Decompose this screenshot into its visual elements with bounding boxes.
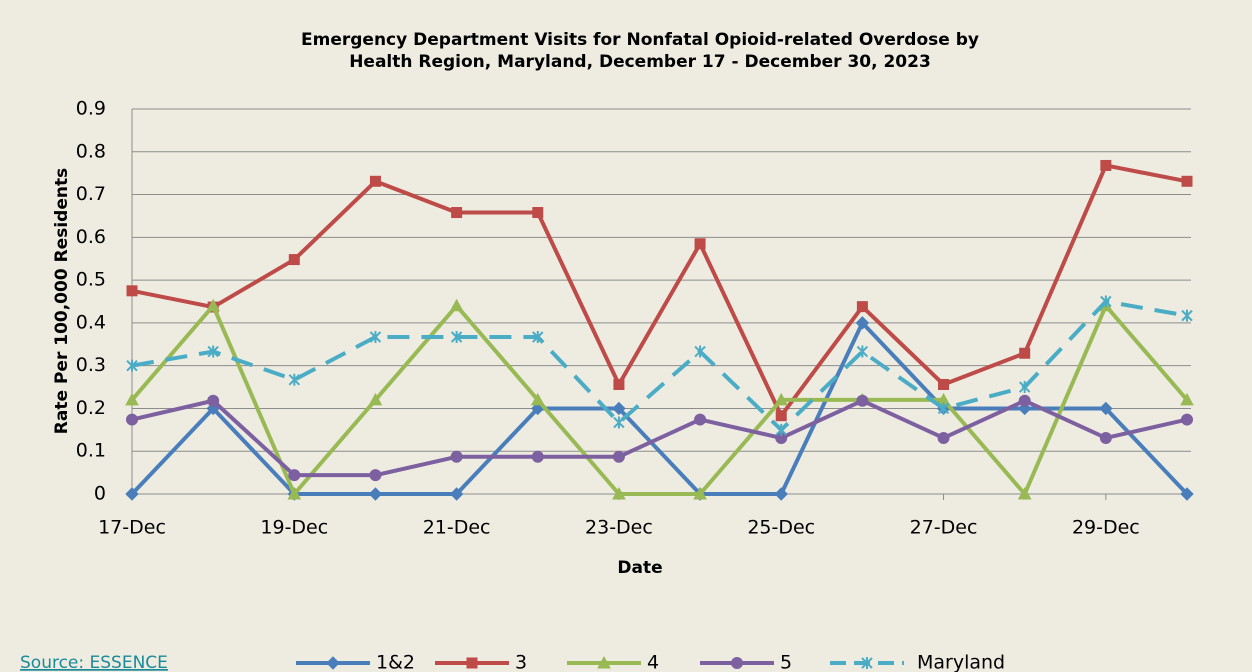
data-point [288, 254, 300, 266]
data-point [1019, 347, 1031, 359]
data-point [531, 450, 544, 463]
data-point [451, 207, 463, 219]
x-tick-label: 19-Dec [260, 517, 328, 539]
data-point [1018, 381, 1031, 394]
legend-label: Maryland [917, 652, 1005, 672]
data-point [288, 373, 301, 386]
series-line [131, 163, 1188, 418]
data-point [369, 469, 382, 482]
data-point [613, 378, 625, 390]
data-point [126, 359, 138, 372]
data-point [532, 207, 544, 219]
data-point [938, 378, 950, 390]
data-point [1017, 486, 1032, 500]
data-point [1180, 392, 1194, 406]
data-point [856, 301, 868, 313]
data-point [856, 345, 869, 358]
data-point [612, 486, 626, 500]
data-point [775, 423, 787, 436]
data-point [1018, 394, 1031, 407]
data-point [287, 486, 302, 500]
y-tick-label: 0.7 [76, 183, 106, 205]
data-point [1181, 413, 1193, 426]
y-axis-label: Rate Per 100,000 Residents [52, 168, 72, 434]
data-point [1181, 309, 1193, 322]
y-tick-label: 0.6 [76, 226, 106, 248]
chart-title: Health Region, Maryland, December 17 - D… [349, 52, 931, 72]
data-point [1099, 431, 1112, 444]
data-point [368, 392, 383, 406]
y-tick-label: 0.4 [76, 311, 106, 333]
y-tick-label: 0.1 [76, 440, 106, 462]
data-point [612, 401, 626, 416]
data-point [774, 392, 789, 406]
data-point [693, 486, 707, 500]
legend-marker [326, 656, 340, 670]
legend-label: 5 [780, 652, 792, 672]
x-tick-label: 23-Dec [585, 517, 653, 539]
data-point [612, 450, 625, 463]
data-point [449, 487, 464, 501]
legend-marker [597, 655, 611, 669]
y-tick-label: 0.3 [76, 354, 106, 376]
data-point [532, 331, 544, 344]
data-point [368, 487, 383, 501]
data-point [126, 413, 138, 426]
data-point [125, 487, 139, 501]
series-line [131, 398, 1188, 478]
data-point [207, 345, 219, 358]
data-point [126, 285, 138, 297]
series-line [130, 303, 1189, 496]
series-line [131, 299, 1188, 432]
y-tick-label: 0 [94, 483, 106, 505]
data-point [775, 410, 787, 422]
data-point [613, 416, 625, 429]
y-tick-label: 0.2 [76, 397, 106, 419]
data-point [125, 392, 139, 406]
legend-label: 4 [647, 652, 659, 672]
x-tick-label: 17-Dec [98, 517, 166, 539]
y-tick-label: 0.8 [76, 140, 106, 162]
data-point [694, 413, 707, 426]
legend-label: 3 [515, 652, 527, 672]
data-point [1100, 159, 1112, 171]
data-point [937, 431, 950, 444]
data-point [206, 298, 220, 312]
data-point [694, 238, 706, 250]
data-point [694, 345, 706, 358]
data-point [937, 402, 950, 415]
y-tick-label: 0.5 [76, 269, 106, 291]
legend-marker [861, 657, 873, 669]
source-link[interactable]: Source: ESSENCE [20, 653, 168, 672]
data-point [207, 394, 220, 407]
data-point [1100, 295, 1112, 308]
data-point [288, 469, 301, 482]
data-point [856, 394, 869, 407]
data-point [530, 392, 545, 406]
data-point [449, 298, 464, 312]
legend-label: 1&2 [376, 652, 415, 672]
data-point [1181, 175, 1193, 187]
data-point [855, 316, 870, 330]
data-point [774, 487, 788, 501]
y-tick-label: 0.9 [76, 98, 106, 120]
data-point [369, 331, 382, 344]
legend-marker [731, 657, 743, 669]
data-point [1099, 401, 1113, 416]
x-tick-label: 25-Dec [747, 517, 815, 539]
x-tick-label: 27-Dec [910, 517, 978, 539]
x-tick-label: 29-Dec [1072, 517, 1140, 539]
data-point [1180, 487, 1194, 501]
x-tick-label: 21-Dec [423, 517, 491, 539]
legend-marker [466, 657, 478, 669]
chart-title: Emergency Department Visits for Nonfatal… [301, 30, 979, 50]
data-point [369, 175, 381, 187]
data-point [450, 331, 463, 344]
x-axis-label: Date [617, 558, 662, 578]
data-point [450, 450, 463, 463]
